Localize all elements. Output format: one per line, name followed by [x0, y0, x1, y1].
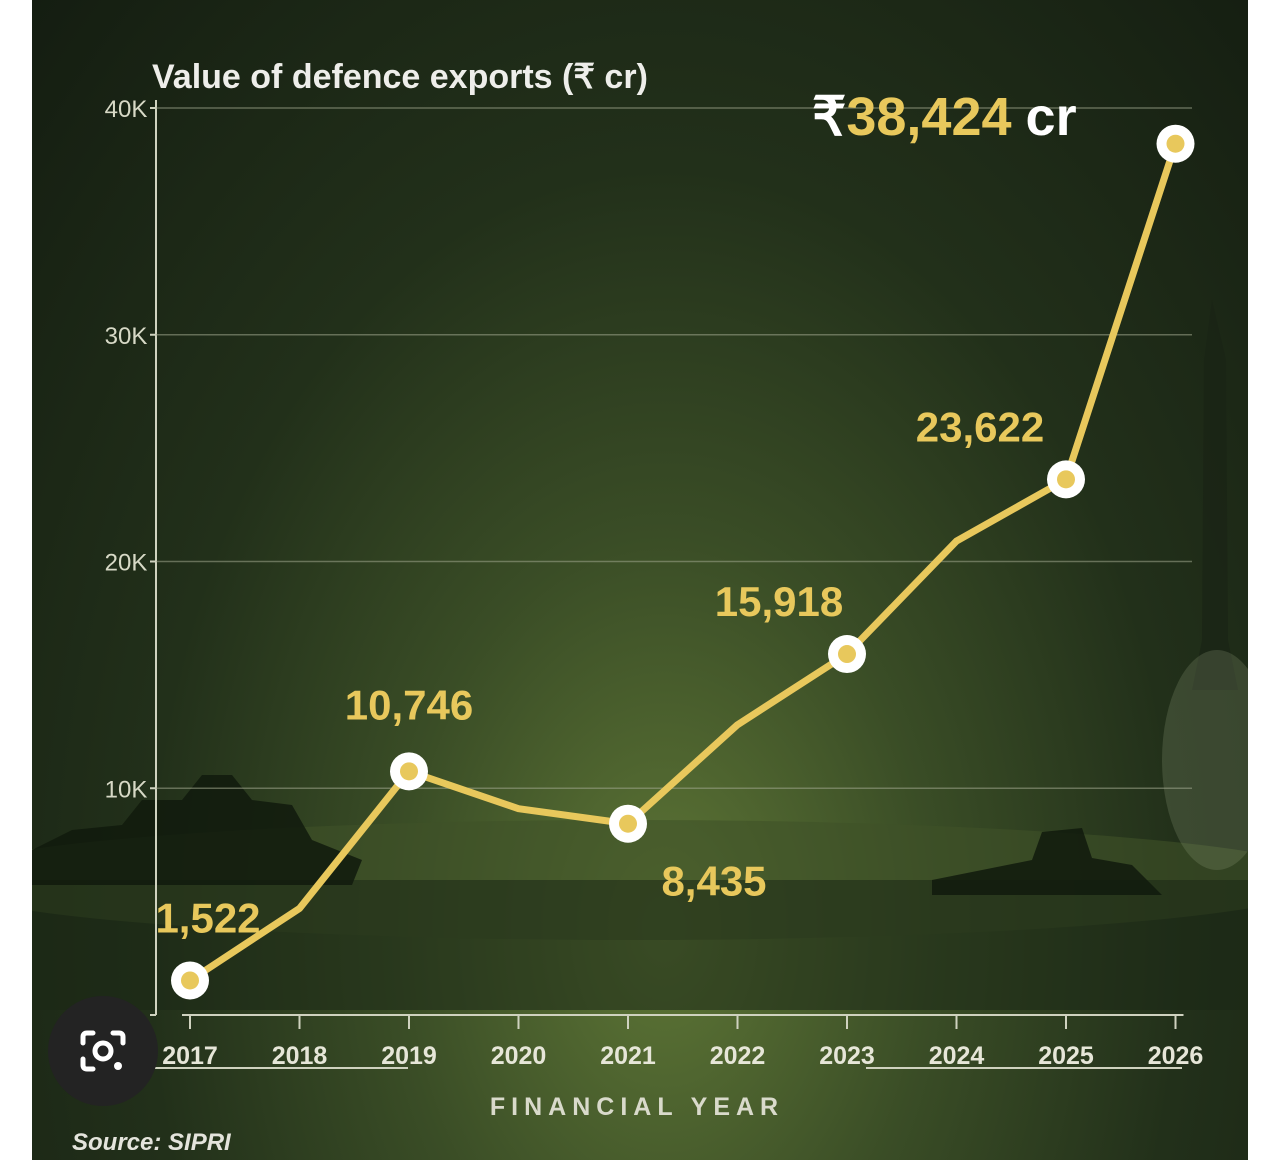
camera-search-icon: [80, 1030, 126, 1072]
y-tick-label: 10K: [105, 776, 148, 803]
source-note: Source: SIPRI: [72, 1129, 232, 1156]
warship-silhouette: [32, 775, 362, 885]
x-tick-label: 2018: [272, 1042, 328, 1070]
data-point-core: [1166, 134, 1185, 153]
x-tick-label: 2020: [491, 1042, 547, 1070]
x-tick-label: 2024: [929, 1042, 985, 1070]
chart-title: Value of defence exports (₹ cr): [152, 58, 648, 96]
chart-frame: Value of defence exports (₹ cr) 010K20K3…: [32, 0, 1248, 1160]
data-point-core: [1057, 470, 1075, 489]
data-point-core: [619, 814, 637, 833]
data-label: 1,522: [155, 894, 260, 941]
line-chart: Value of defence exports (₹ cr) 010K20K3…: [32, 58, 1248, 1156]
y-tick-label: 30K: [105, 323, 148, 350]
data-point-core: [400, 762, 418, 781]
x-axis: 2017 2018 2019 2020 2021 2022 2023 2024 2025 2026: [162, 1014, 1204, 1070]
x-tick-label: 2023: [819, 1042, 875, 1070]
x-tick-label: 2026: [1148, 1042, 1204, 1070]
data-label: 10,746: [345, 681, 473, 728]
data-label: 23,622: [916, 403, 1044, 450]
x-axis-title: FINANCIAL YEAR: [490, 1093, 784, 1121]
x-tick-label: 2021: [600, 1042, 656, 1070]
series-line: [171, 124, 1195, 1000]
x-tick-label: 2025: [1038, 1042, 1094, 1070]
x-tick-label: 2017: [162, 1042, 218, 1070]
headline-value: ₹38,424 cr: [812, 87, 1077, 147]
data-point-core: [838, 645, 856, 664]
data-label: 8,435: [661, 858, 766, 905]
y-tick-label: 20K: [105, 550, 148, 577]
y-tick-label: 40K: [105, 96, 148, 123]
scenery: [32, 300, 1248, 1010]
data-label: 15,918: [715, 578, 843, 625]
series-path: [186, 140, 1179, 984]
missile-silhouette: [1192, 300, 1238, 690]
x-tick-label: 2022: [710, 1042, 766, 1070]
lens-badge[interactable]: [48, 996, 158, 1106]
data-labels: 1,522 10,746 8,435 15,918 23,622: [155, 403, 1044, 941]
x-tick-label: 2019: [381, 1042, 437, 1070]
data-point-core: [181, 971, 199, 990]
submarine-silhouette: [932, 828, 1162, 895]
